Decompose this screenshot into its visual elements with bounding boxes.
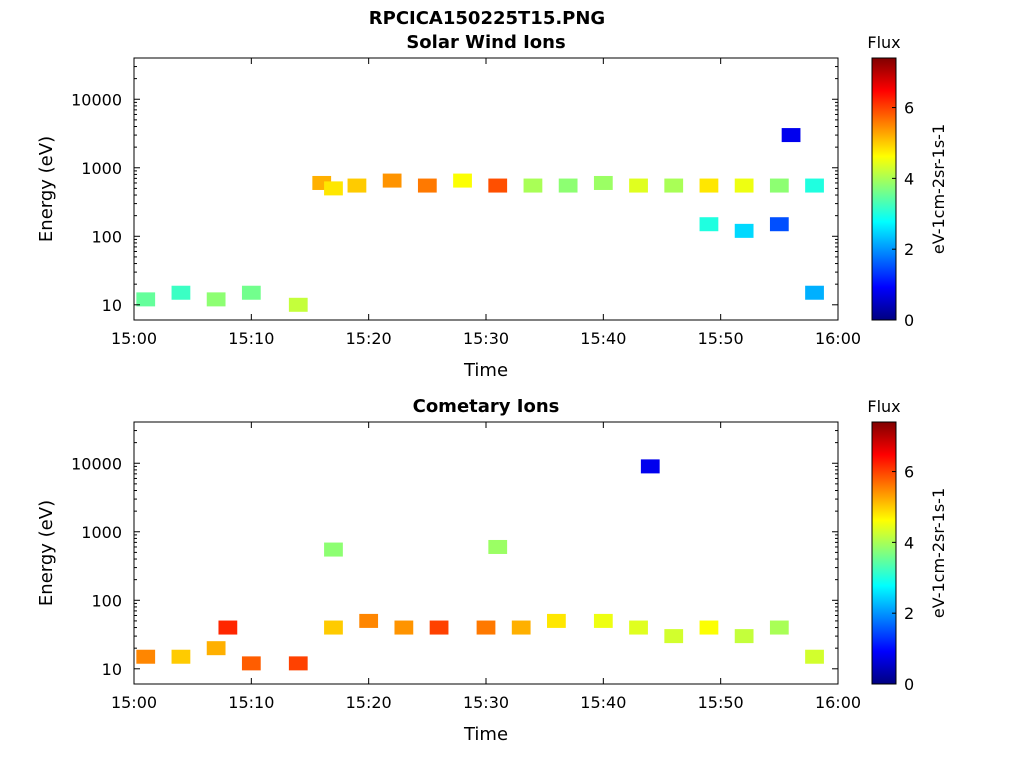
heatmap-cell [347, 178, 367, 193]
heatmap-cell [429, 620, 449, 635]
x-tick-label: 15:00 [111, 693, 157, 712]
heatmap-cell [664, 629, 684, 644]
heatmap-cell [805, 649, 824, 664]
heatmap-cell [324, 620, 343, 635]
heatmap-cell [511, 620, 531, 635]
x-tick-label: 15:40 [580, 329, 626, 348]
colorbar-unit-label: eV-1cm-2sr-1s-1 [929, 488, 948, 618]
panel-title: Cometary Ions [413, 396, 560, 417]
colorbar [871, 421, 897, 685]
heatmap-cell [699, 217, 719, 232]
heatmap-cell [394, 620, 414, 635]
heatmap-cell [288, 297, 308, 312]
figure-title: RPCICA150225T15.PNG [369, 8, 605, 29]
heatmap-cell [324, 542, 343, 557]
heatmap-cells [136, 459, 824, 671]
heatmap-cell [171, 285, 191, 300]
colorbar-tick-label: 6 [904, 463, 914, 482]
x-tick-label: 15:50 [698, 693, 744, 712]
y-tick-label: 10 [102, 660, 122, 679]
x-tick-label: 15:00 [111, 329, 157, 348]
heatmap-cell [324, 181, 343, 196]
heatmap-cell [488, 539, 508, 554]
y-tick-label: 1000 [81, 159, 122, 178]
heatmap-cell [699, 620, 719, 635]
plot-frame [133, 421, 839, 685]
heatmap-cell [664, 178, 684, 193]
heatmap-cell [734, 629, 754, 644]
y-tick-label: 100 [91, 227, 122, 246]
x-tick-label: 16:00 [815, 693, 861, 712]
heatmap-cell [699, 178, 719, 193]
heatmap-cell [629, 620, 648, 635]
x-tick-label: 15:20 [346, 329, 392, 348]
heatmap-cell [805, 285, 824, 300]
heatmap-cell [476, 620, 496, 635]
x-tick-label: 15:30 [463, 329, 509, 348]
heatmap-cell [171, 649, 191, 664]
y-tick-label: 10000 [71, 454, 122, 473]
y-axis-label: Energy (eV) [36, 500, 57, 606]
heatmap-cell [453, 173, 472, 188]
heatmap-cell [241, 656, 261, 671]
heatmap-cell [734, 223, 754, 238]
x-tick-label: 15:30 [463, 693, 509, 712]
x-axis-label: Time [463, 360, 508, 381]
y-tick-label: 10000 [71, 90, 122, 109]
plot-frame [133, 57, 839, 321]
heatmap-cell [488, 178, 508, 193]
spectrogram-panel: Cometary Ions 15:00 15:10 15:20 15:30 15:40 15… [36, 396, 948, 745]
colorbar [871, 57, 897, 321]
colorbar-tick-label: 0 [904, 675, 914, 694]
heatmap-cell [769, 620, 789, 635]
colorbar-unit-label: eV-1cm-2sr-1s-1 [929, 124, 948, 254]
heatmap-cell [805, 178, 824, 193]
heatmap-cell [218, 620, 238, 635]
heatmap-cell [136, 649, 156, 664]
spectrogram-panel: Solar Wind Ions 15:00 15:10 15:20 15:30 15:40… [36, 32, 948, 381]
heatmap-cell [769, 178, 789, 193]
heatmap-cells [136, 128, 824, 312]
x-tick-label: 15:40 [580, 693, 626, 712]
x-tick-label: 15:10 [228, 693, 274, 712]
x-tick-label: 15:20 [346, 693, 392, 712]
y-tick-label: 10 [102, 296, 122, 315]
heatmap-cell [417, 178, 437, 193]
x-tick-label: 15:10 [228, 329, 274, 348]
x-tick-label: 16:00 [815, 329, 861, 348]
panel-title: Solar Wind Ions [406, 32, 565, 53]
colorbar-tick-label: 0 [904, 311, 914, 330]
heatmap-cell [781, 128, 801, 143]
colorbar-tick-label: 2 [904, 240, 914, 259]
heatmap-cell [593, 613, 613, 628]
heatmap-cell [359, 613, 379, 628]
heatmap-cell [734, 178, 754, 193]
heatmap-cell [558, 178, 578, 193]
colorbar-title: Flux [867, 397, 900, 416]
heatmap-cell [640, 459, 660, 474]
colorbar-tick-label: 6 [904, 99, 914, 118]
heatmap-cell [241, 285, 261, 300]
y-tick-label: 1000 [81, 523, 122, 542]
heatmap-cell [547, 613, 566, 628]
heatmap-cell [206, 292, 226, 307]
heatmap-cell [769, 217, 789, 232]
colorbar-tick-label: 2 [904, 604, 914, 623]
y-axis-label: Energy (eV) [36, 136, 57, 242]
heatmap-cell [593, 175, 613, 190]
heatmap-cell [288, 656, 308, 671]
heatmap-cell [382, 173, 402, 188]
heatmap-cell [629, 178, 648, 193]
colorbar-tick-label: 4 [904, 169, 914, 188]
heatmap-cell [206, 641, 226, 656]
heatmap-cell [523, 178, 543, 193]
x-axis-label: Time [463, 724, 508, 745]
x-tick-label: 15:50 [698, 329, 744, 348]
y-tick-label: 100 [91, 591, 122, 610]
colorbar-title: Flux [867, 33, 900, 52]
heatmap-cell [136, 292, 156, 307]
colorbar-tick-label: 4 [904, 533, 914, 552]
